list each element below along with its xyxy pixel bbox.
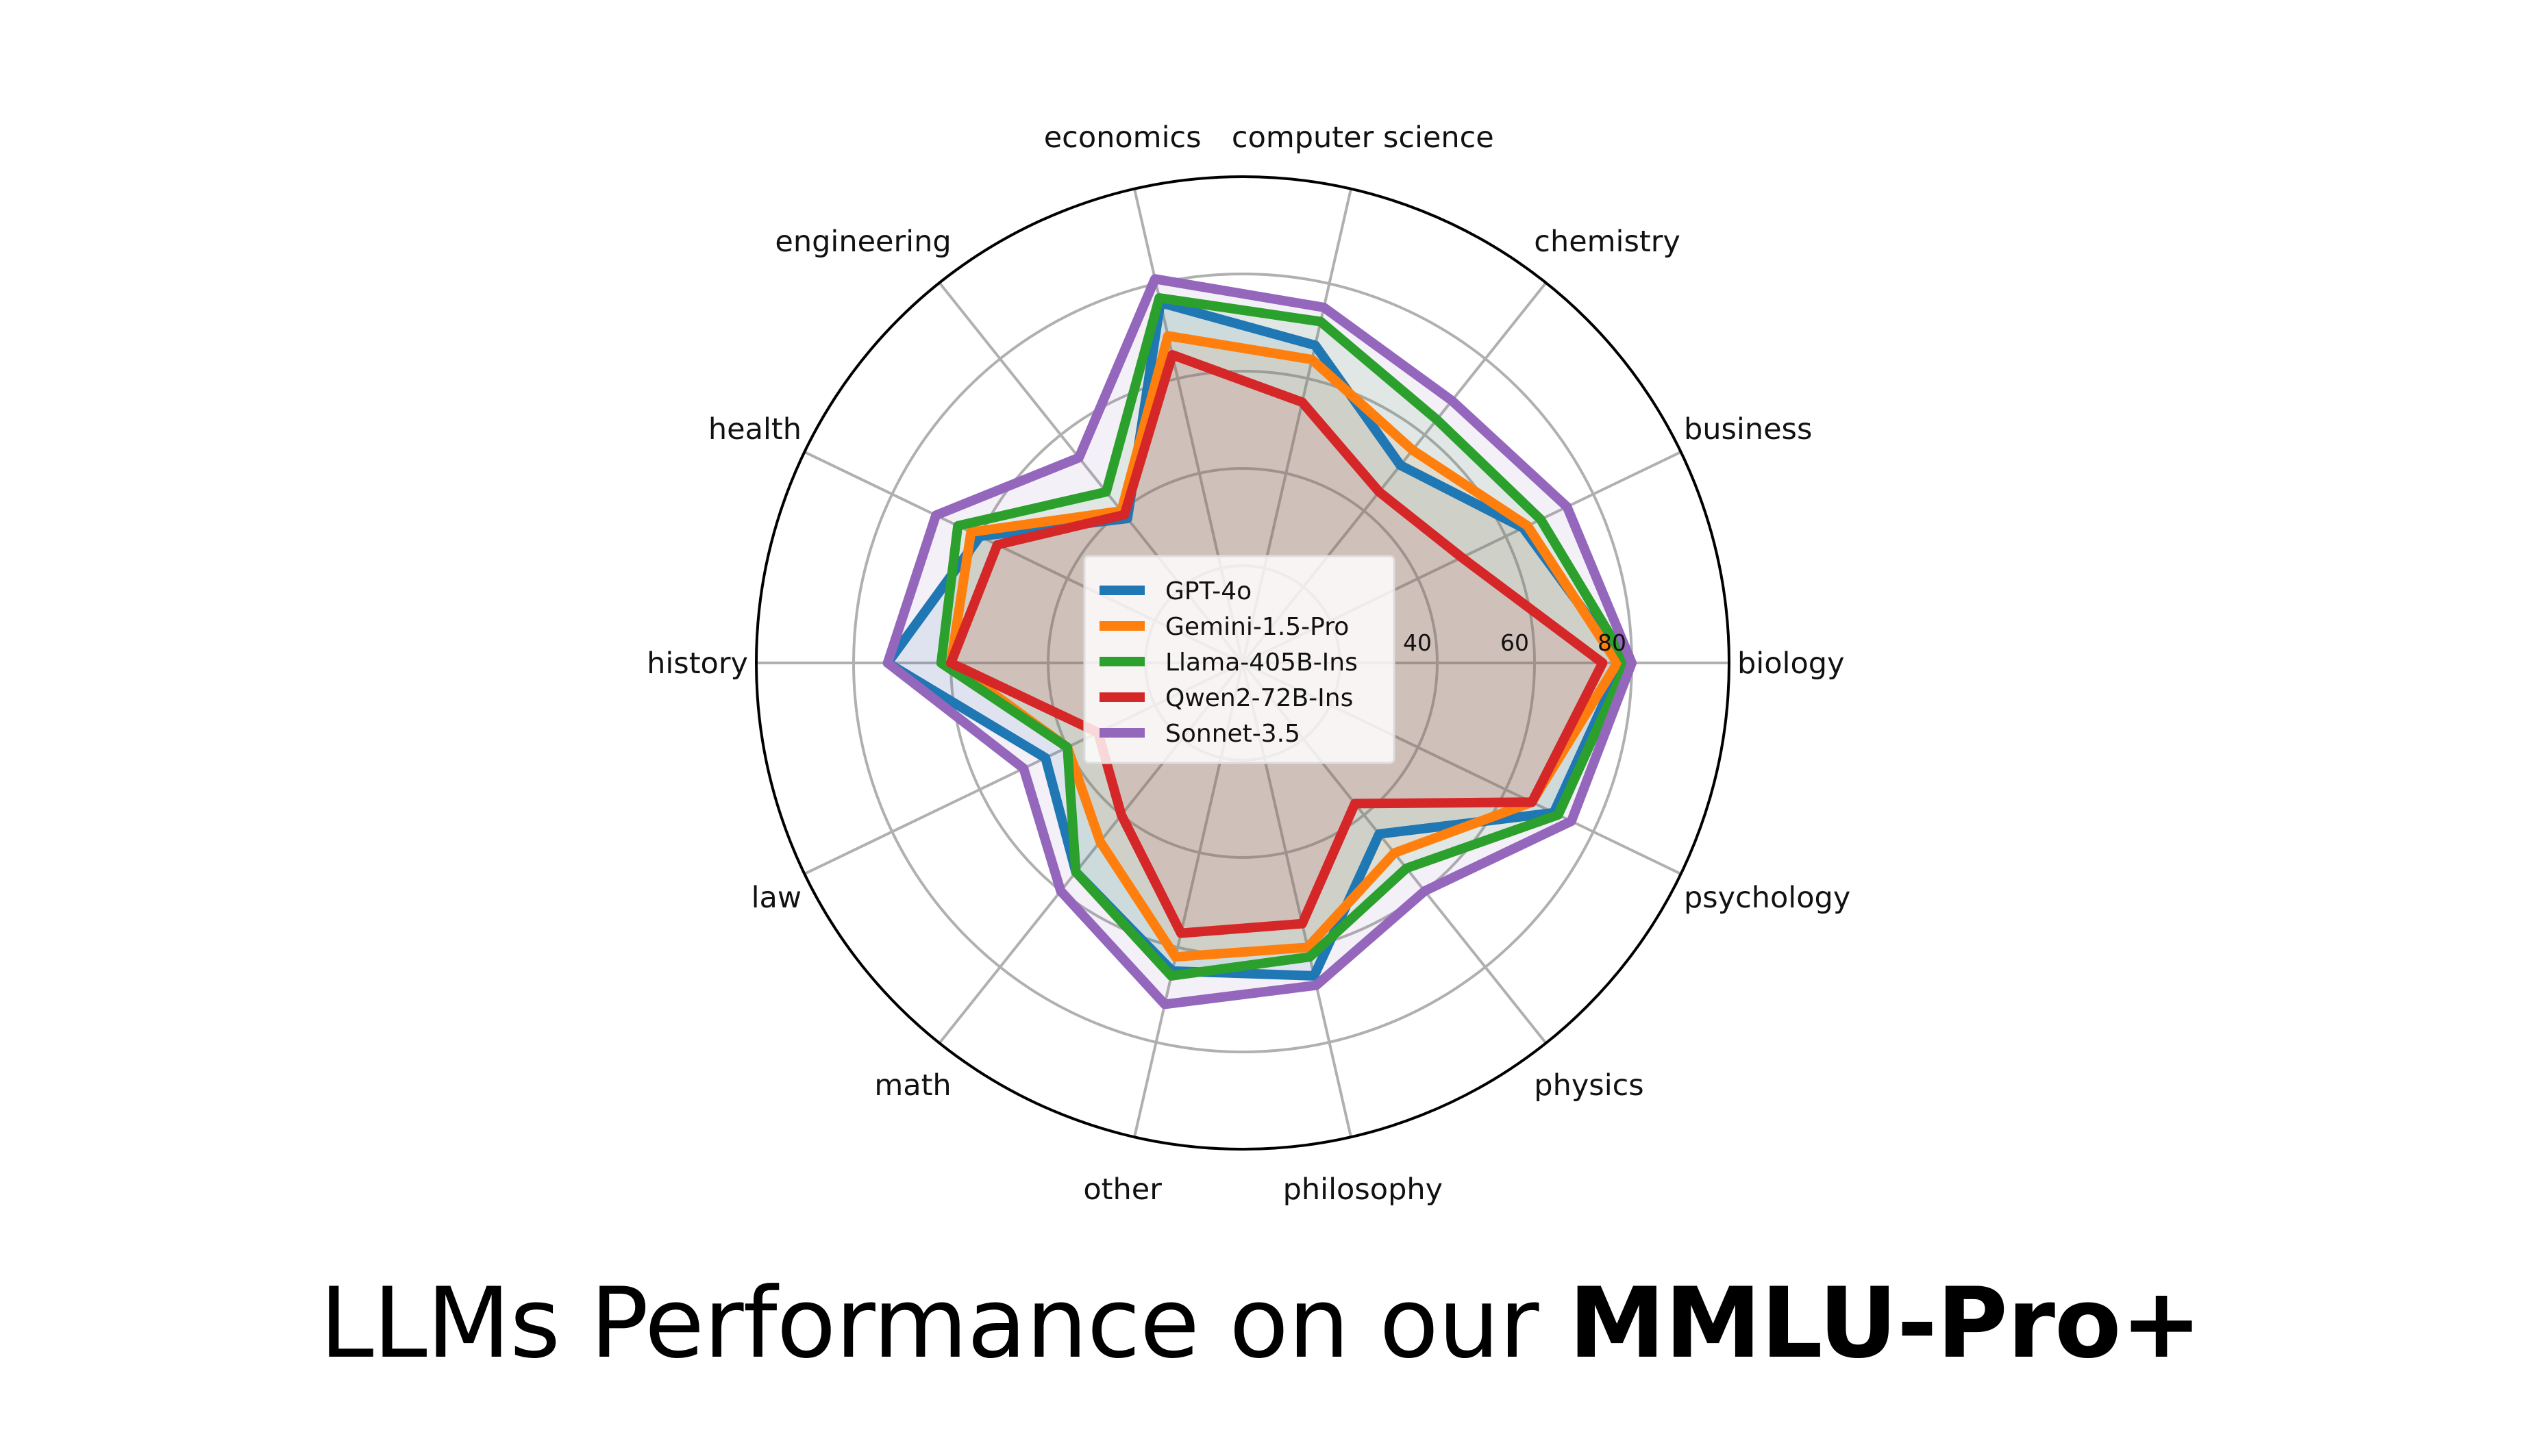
- radial-tick-80: 80: [1598, 629, 1626, 656]
- series-line-qwen2-72b-ins: [946, 350, 1608, 938]
- legend-label-sonnet-3-5: Sonnet-3.5: [1165, 720, 1300, 748]
- category-label-biology: biology: [1737, 647, 1845, 681]
- category-labels: biology business chemistry computer science…: [647, 121, 1850, 1207]
- category-label-economics: economics: [1044, 121, 1202, 155]
- legend: GPT-4o Gemini-1.5-Pro Llama-405B-Ins Qwen2-…: [1083, 555, 1395, 764]
- chart-caption: LLMs Performance on our MMLU-Pro+: [0, 1267, 2521, 1380]
- radial-ticks: 40 60 80: [1403, 629, 1626, 656]
- category-label-history: history: [647, 647, 748, 681]
- series-line-sonnet-3-5: [882, 274, 1637, 1009]
- category-label-computer-science: computer science: [1232, 121, 1494, 155]
- caption-prefix: LLMs Performance on our: [319, 1267, 1569, 1380]
- legend-label-qwen2-72b-ins: Qwen2-72B-Ins: [1165, 684, 1353, 712]
- caption-bold: MMLU-Pro+: [1568, 1267, 2202, 1380]
- legend-box: [1083, 555, 1395, 764]
- series-lines: [882, 274, 1637, 1009]
- legend-label-llama-405b-ins: Llama-405B-Ins: [1165, 649, 1358, 677]
- series-line-llama-405b-ins: [936, 293, 1632, 981]
- category-label-psychology: psychology: [1684, 881, 1850, 915]
- category-label-physics: physics: [1534, 1068, 1643, 1103]
- category-label-chemistry: chemistry: [1534, 225, 1680, 259]
- category-label-law: law: [752, 881, 802, 915]
- category-label-health: health: [708, 412, 802, 447]
- category-label-philosophy: philosophy: [1283, 1172, 1443, 1207]
- radial-tick-40: 40: [1403, 629, 1432, 656]
- category-label-other: other: [1083, 1172, 1162, 1207]
- radial-tick-60: 60: [1500, 629, 1529, 656]
- category-label-math: math: [874, 1068, 951, 1103]
- outer-frame: [755, 175, 1730, 1151]
- legend-label-gemini-1-5-pro: Gemini-1.5-Pro: [1165, 613, 1349, 641]
- category-label-engineering: engineering: [775, 225, 951, 259]
- radar-chart: 40 60 80 biology business chemistry computer …: [647, 121, 1850, 1207]
- legend-label-gpt-4o: GPT-4o: [1165, 577, 1252, 605]
- category-label-business: business: [1684, 412, 1812, 447]
